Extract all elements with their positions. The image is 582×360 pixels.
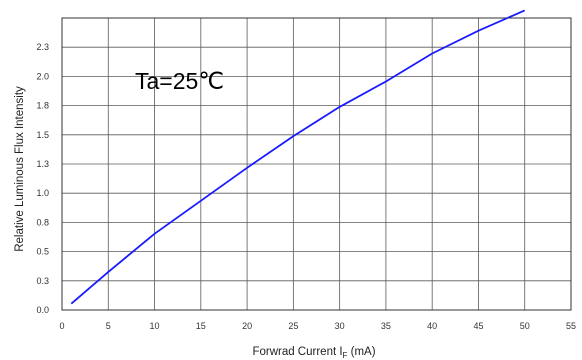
x-axis-title-main: Forwrad Current I bbox=[252, 346, 342, 358]
y-axis-title: Relative Luminous Flux Intensity bbox=[14, 86, 26, 252]
y-tick-label: 1.3 bbox=[36, 159, 49, 169]
x-tick-label: 0 bbox=[59, 321, 64, 331]
y-tick-label: 0.5 bbox=[36, 247, 49, 257]
x-axis-title: Forwrad Current IF (mA) bbox=[252, 346, 375, 360]
x-tick-label: 20 bbox=[242, 321, 252, 331]
x-tick-label: 40 bbox=[427, 321, 437, 331]
y-tick-label: 1.5 bbox=[36, 130, 49, 140]
x-tick-label: 55 bbox=[566, 321, 576, 331]
x-tick-label: 25 bbox=[288, 321, 298, 331]
x-axis-title-subscript: F bbox=[343, 351, 348, 360]
y-tick-label: 1.0 bbox=[36, 188, 49, 198]
x-tick-label: 35 bbox=[381, 321, 391, 331]
temperature-annotation: Ta=25℃ bbox=[135, 68, 224, 94]
y-tick-label: 0.8 bbox=[36, 217, 49, 227]
y-tick-label: 2.3 bbox=[36, 42, 49, 52]
x-tick-label: 5 bbox=[106, 321, 111, 331]
x-axis-title-unit: (mA) bbox=[347, 346, 375, 358]
grid bbox=[61, 17, 572, 311]
y-tick-label: 0.3 bbox=[36, 276, 49, 286]
x-tick-label: 50 bbox=[520, 321, 530, 331]
y-tick-label: 2.0 bbox=[36, 71, 49, 81]
y-tick-label: 0.0 bbox=[36, 305, 49, 315]
x-tick-label: 45 bbox=[473, 321, 483, 331]
x-tick-label: 15 bbox=[196, 321, 206, 331]
tick-labels: 0 5 10 15 20 25 30 35 40 45 50 55 0.0 0.3 0.5 0.8 1.0 1.3… bbox=[36, 42, 576, 331]
x-tick-label: 10 bbox=[150, 321, 160, 331]
series-line bbox=[70, 9, 526, 305]
plot-frame bbox=[61, 17, 572, 311]
y-tick-label: 1.8 bbox=[36, 101, 49, 111]
x-tick-label: 30 bbox=[335, 321, 345, 331]
series-layer bbox=[70, 9, 526, 305]
